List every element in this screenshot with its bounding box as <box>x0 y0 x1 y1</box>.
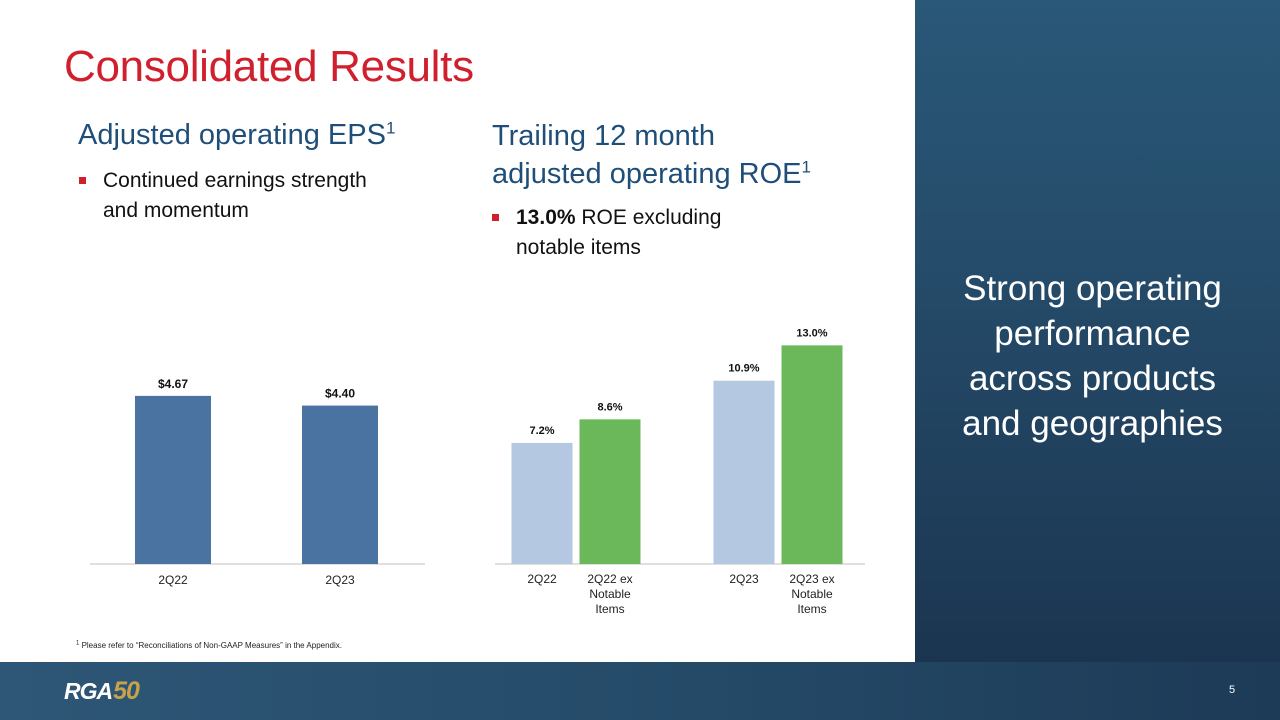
eps-heading-footnote-mark: 1 <box>385 118 396 138</box>
tagline-line2: performance <box>994 314 1191 353</box>
roe-data-label: 8.6% <box>597 401 622 413</box>
tagline-line1: Strong operating <box>963 269 1222 308</box>
tagline: Strong operating performance across prod… <box>915 266 1270 446</box>
roe-chart: 7.2% 2Q22 8.6% 2Q22 ex Notable Items 10.9% 2Q23… <box>495 327 865 616</box>
eps-bar <box>135 395 211 564</box>
page-title: Consolidated Results <box>64 42 474 91</box>
logo-text: RGA <box>64 677 113 704</box>
roe-category-label: 2Q23 <box>729 572 759 586</box>
right-panel <box>915 0 1280 662</box>
eps-category-label: 2Q23 <box>325 573 355 587</box>
roe-bar <box>713 380 775 564</box>
bullet-marker <box>79 177 86 184</box>
page-number: 5 <box>1229 684 1236 696</box>
rga-logo: RGA 50 <box>64 676 140 705</box>
eps-bullet-line1: Continued earnings strength <box>103 169 367 192</box>
eps-chart: $4.67 2Q22 $4.40 2Q23 <box>90 377 425 587</box>
eps-bullet-line2: and momentum <box>103 199 249 222</box>
roe-bar <box>781 345 843 564</box>
roe-data-label: 7.2% <box>529 425 554 437</box>
roe-data-label: 10.9% <box>728 363 759 375</box>
eps-data-label: $4.40 <box>325 387 355 401</box>
roe-heading-line2-wrap: adjusted operating ROE1 <box>492 155 811 193</box>
bullet-marker <box>492 214 499 221</box>
eps-category-label: 2Q22 <box>158 573 188 587</box>
footnote: 1 Please refer to “Reconciliations of No… <box>76 640 342 650</box>
footnote-text: Please refer to “Reconciliations of Non-… <box>79 641 342 650</box>
roe-category-label: 2Q23 ex Notable Items <box>789 572 834 616</box>
tagline-line4: and geographies <box>962 404 1223 443</box>
roe-bullet-line1: ROE excluding <box>575 206 722 229</box>
roe-bullet: 13.0% ROE excluding notable items <box>491 203 721 263</box>
eps-bar <box>302 405 378 564</box>
eps-heading: Adjusted operating EPS1 <box>78 116 395 154</box>
tagline-line3: across products <box>968 359 1217 398</box>
roe-bullet-value: 13.0% <box>516 206 576 229</box>
roe-heading: Trailing 12 month adjusted operating ROE… <box>492 117 811 193</box>
roe-bar <box>579 419 641 564</box>
roe-bullet-line2: notable items <box>516 236 641 259</box>
roe-heading-line1: Trailing 12 month <box>492 120 715 152</box>
roe-bar <box>511 442 573 564</box>
eps-data-label: $4.67 <box>158 377 188 391</box>
roe-data-label: 13.0% <box>796 327 827 339</box>
footnote-mark: 1 <box>76 640 80 647</box>
roe-category-label: 2Q22 <box>527 572 557 586</box>
roe-heading-footnote-mark: 1 <box>801 157 811 177</box>
roe-bullet-line1-wrap: 13.0% ROE excluding <box>516 203 721 233</box>
roe-category-label: 2Q22 ex Notable Items <box>587 572 632 616</box>
eps-bullet: Continued earnings strength and momentum <box>78 166 367 226</box>
logo-anniversary-number: 50 <box>113 676 140 705</box>
roe-heading-line2: adjusted operating ROE <box>492 158 802 190</box>
eps-heading-text: Adjusted operating EPS <box>78 119 386 151</box>
footer-bar <box>0 662 1280 720</box>
